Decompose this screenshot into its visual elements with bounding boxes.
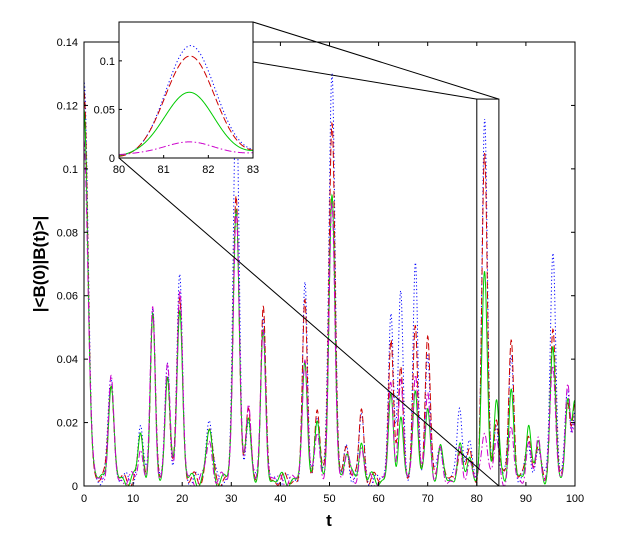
x-tick-label: 100 xyxy=(566,493,584,505)
x-tick-label: 30 xyxy=(225,493,237,505)
main-series-4-line xyxy=(84,139,575,486)
inset-x-tick-label: 81 xyxy=(158,164,170,176)
y-axis-label: |<B(0)|B(t)>| xyxy=(30,216,49,312)
y-tick-label: 0.04 xyxy=(57,354,78,366)
inset-x-tick-label: 80 xyxy=(113,164,125,176)
y-tick-label: 0.06 xyxy=(57,291,78,303)
y-tick-label: 0.08 xyxy=(57,227,78,239)
main-series-group xyxy=(84,72,575,486)
zoom-connector-line xyxy=(252,61,477,100)
y-tick-label: 0.14 xyxy=(57,37,78,49)
inset-series-group xyxy=(119,45,253,157)
inset-ticks: 80 81 82 83 0 0.05 0.1 xyxy=(94,56,260,176)
main-ticks: 0 10 20 30 40 50 60 70 80 90 100 0 0.02 0.04 0.06 0.08 0… xyxy=(57,37,585,505)
x-tick-label: 50 xyxy=(323,493,335,505)
zoom-box-group xyxy=(118,21,500,487)
inset-y-tick-label: 0.1 xyxy=(100,56,115,68)
inset-series-2-line xyxy=(119,55,253,157)
inset-frame xyxy=(118,21,254,159)
main-plot: 0 10 20 30 40 50 60 70 80 90 100 0 0.02 0.04 0.06 0.08 0… xyxy=(30,21,585,530)
x-tick-label: 80 xyxy=(471,493,483,505)
inset-x-tick-label: 82 xyxy=(202,164,214,176)
inset-y-tick-label: 0.05 xyxy=(94,104,115,116)
zoom-region-box xyxy=(476,98,500,487)
zoom-connector-line xyxy=(118,157,500,487)
inset-y-tick-label: 0 xyxy=(109,153,115,165)
x-tick-label: 70 xyxy=(422,493,434,505)
inset-background xyxy=(119,22,253,158)
inset-series-3-line xyxy=(119,91,253,156)
inset-plot: 80 81 82 83 0 0.05 0.1 xyxy=(94,21,260,176)
x-tick-label: 10 xyxy=(127,493,139,505)
x-tick-label: 40 xyxy=(274,493,286,505)
inset-x-tick-label: 83 xyxy=(247,164,259,176)
y-tick-label: 0.02 xyxy=(57,418,78,430)
inset-series-4-line xyxy=(119,141,253,156)
x-tick-label: 0 xyxy=(81,493,87,505)
zoom-connector-line xyxy=(252,21,500,100)
y-tick-label: 0 xyxy=(72,481,78,493)
x-axis-label: t xyxy=(326,511,332,530)
y-tick-label: 0.1 xyxy=(63,164,78,176)
x-tick-label: 20 xyxy=(176,493,188,505)
x-tick-label: 60 xyxy=(372,493,384,505)
x-tick-label: 90 xyxy=(520,493,532,505)
y-tick-label: 0.12 xyxy=(57,100,78,112)
